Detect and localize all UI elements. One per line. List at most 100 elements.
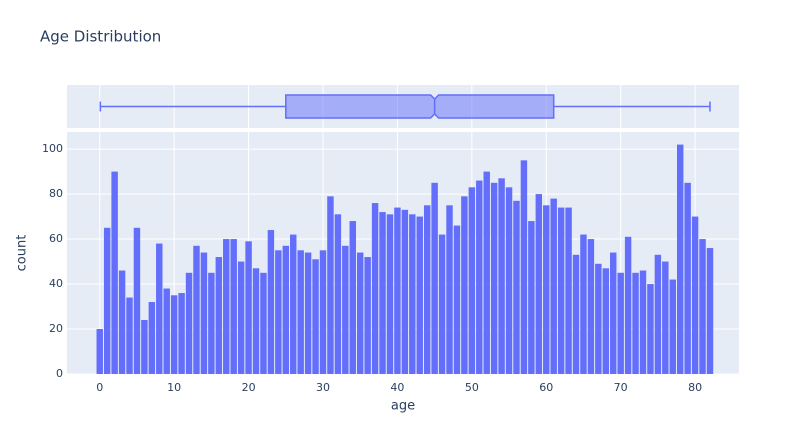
bar [550,198,557,374]
x-tick-label: 0 [96,381,103,394]
bar [676,144,684,374]
bar [394,207,401,374]
bar [103,227,111,374]
bar [654,254,662,374]
bar [319,250,327,374]
bar [565,207,572,374]
bar [662,261,669,374]
bar [498,178,505,374]
bar [356,252,364,374]
bar [587,239,595,374]
bar [267,230,275,374]
bar [245,241,252,374]
x-tick-label: 50 [465,381,479,394]
bar [148,302,156,374]
bar [327,196,334,374]
bar [282,245,290,374]
bar [461,196,468,374]
bar [364,257,371,374]
bar [275,250,282,374]
bar [483,171,490,374]
bar [386,214,394,374]
bar [423,205,431,374]
bar [446,205,453,374]
bar [379,212,386,374]
bar [237,261,245,374]
bar [290,234,297,374]
y-tick-label: 100 [42,142,63,155]
x-tick-label: 10 [167,381,181,394]
bar [476,180,483,374]
y-tick-label: 60 [49,232,63,245]
bar [431,182,438,374]
x-tick-label: 20 [242,381,256,394]
y-tick-label: 0 [56,367,63,380]
x-tick-label: 30 [316,381,330,394]
bar [334,214,342,374]
x-tick-label: 60 [539,381,553,394]
bar [706,248,714,374]
bar [185,272,193,374]
bar [624,236,632,374]
y-tick-label: 20 [49,322,63,335]
bar [96,329,103,374]
bar [126,297,133,374]
y-tick-label: 80 [49,187,63,200]
bar [371,203,379,374]
bar [252,268,260,374]
bar [200,252,208,374]
bar [632,272,639,374]
bar [505,187,513,374]
bar [118,270,126,374]
bar [312,259,319,374]
bar [438,234,446,374]
bar [230,239,237,374]
bar [520,160,528,374]
chart-title: Age Distribution [40,28,161,46]
bar [409,214,416,374]
bar [513,200,520,374]
bar [111,171,118,374]
bar [349,221,356,374]
bar [260,272,267,374]
bar [141,320,148,374]
bar [304,252,312,374]
bar [453,225,461,374]
bar [170,295,178,374]
bar [669,279,676,374]
bar [617,272,624,374]
bar [602,268,610,374]
bar [610,252,617,374]
x-tick-label: 80 [688,381,702,394]
bar [178,293,185,374]
bar [193,245,200,374]
bar [490,182,498,374]
bar [535,194,543,374]
bar [699,239,706,374]
bar [528,221,535,374]
bar [543,205,550,374]
bar [684,182,691,374]
bar [215,257,223,374]
box [285,94,555,119]
bar [639,270,647,374]
bar [557,207,565,374]
bar [133,227,141,374]
x-tick-label: 40 [390,381,404,394]
bar [647,284,654,374]
bar [208,272,215,374]
y-tick-label: 40 [49,277,63,290]
x-tick-label: 70 [614,381,628,394]
x-axis-label: age [391,399,415,414]
bar [468,187,476,374]
bar [156,243,163,374]
bar [342,245,349,374]
bar [580,234,587,374]
bar [401,209,409,374]
bar [416,216,423,374]
bar [163,288,170,374]
y-axis-label: count [15,235,30,272]
bar [297,250,304,374]
bar [691,216,699,374]
